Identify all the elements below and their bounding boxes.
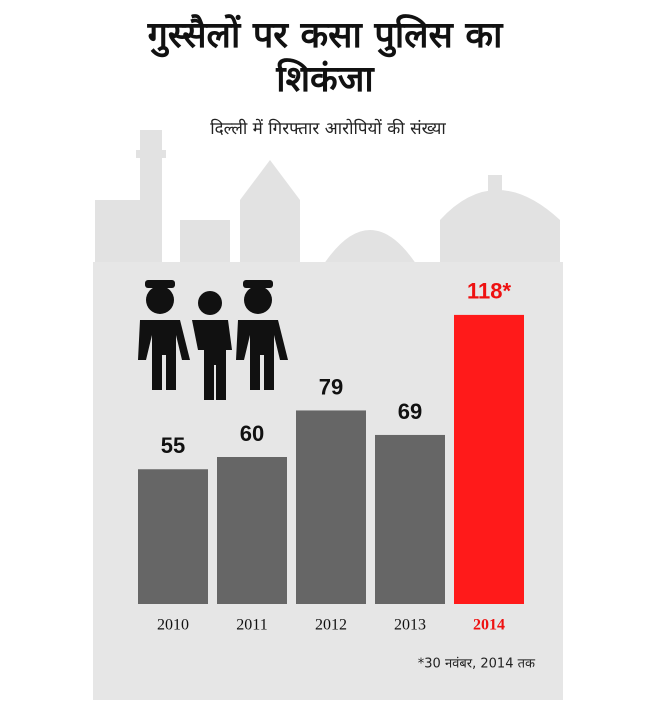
x-tick-label: 2012 xyxy=(315,617,347,634)
police-icon xyxy=(138,280,288,400)
bar xyxy=(454,314,524,604)
value-label: 79 xyxy=(319,374,343,399)
skyline xyxy=(95,130,560,270)
x-tick-label: 2011 xyxy=(236,617,267,634)
value-label: 55 xyxy=(161,433,185,458)
value-label: 69 xyxy=(398,399,422,424)
bar xyxy=(217,457,287,604)
bar xyxy=(138,469,208,604)
x-tick-label: 2010 xyxy=(157,617,189,634)
x-tick-label: 2013 xyxy=(394,617,426,634)
bar xyxy=(296,410,366,604)
footnote: *30 नवंबर, 2014 तक xyxy=(418,657,536,672)
chart-title: गुस्सैलों पर कसा पुलिस का शिकंजा xyxy=(147,15,503,100)
value-label: 60 xyxy=(240,421,264,446)
bar xyxy=(375,434,445,604)
value-label: 118* xyxy=(467,279,511,304)
chart-subtitle: दिल्ली में गिरफ्तार आरोपियों की संख्या xyxy=(210,119,446,139)
x-tick-label: 2014 xyxy=(473,617,505,634)
